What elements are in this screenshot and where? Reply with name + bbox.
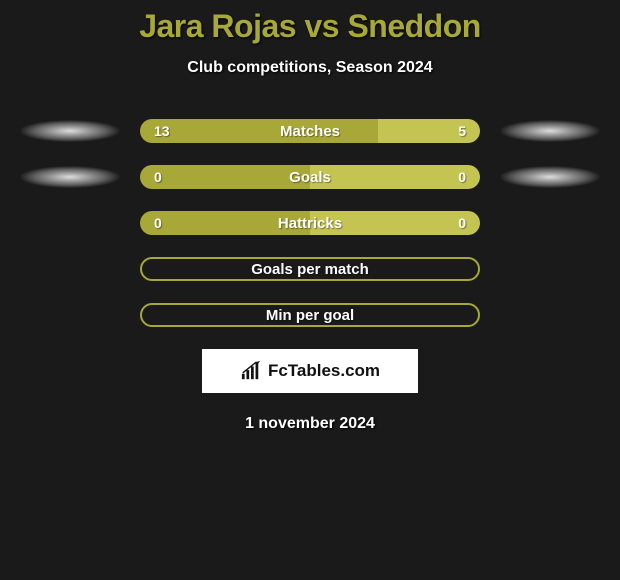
stat-value-left: 0 [140, 165, 310, 189]
date-label: 1 november 2024 [0, 415, 620, 433]
stat-value-left: 0 [140, 211, 310, 235]
stat-bar-empty: Min per goal [140, 303, 480, 327]
stat-row: 135Matches [0, 119, 620, 143]
stat-value-right: 5 [378, 119, 480, 143]
page-title: Jara Rojas vs Sneddon [0, 8, 620, 45]
player-shadow-left [20, 120, 120, 142]
player-shadow-right [500, 120, 600, 142]
stat-value-right: 0 [310, 165, 480, 189]
stat-bar: 135Matches [140, 119, 480, 143]
stat-row: 00Hattricks [0, 211, 620, 235]
brand-badge: FcTables.com [202, 349, 418, 393]
comparison-infographic: Jara Rojas vs Sneddon Club competitions,… [0, 0, 620, 433]
stat-value-left: 13 [140, 119, 378, 143]
stat-bar-empty: Goals per match [140, 257, 480, 281]
page-subtitle: Club competitions, Season 2024 [0, 59, 620, 77]
stat-value-right: 0 [310, 211, 480, 235]
stat-row: Goals per match [0, 257, 620, 281]
stat-row: 00Goals [0, 165, 620, 189]
player-shadow-left [20, 166, 120, 188]
bars-container: 135Matches 00Goals 00Hattricks Goals per ma… [0, 119, 620, 327]
player-shadow-right [500, 166, 600, 188]
stat-bar: 00Goals [140, 165, 480, 189]
stat-row: Min per goal [0, 303, 620, 327]
stat-bar: 00Hattricks [140, 211, 480, 235]
chart-icon [240, 361, 262, 381]
brand-text: FcTables.com [268, 361, 380, 381]
